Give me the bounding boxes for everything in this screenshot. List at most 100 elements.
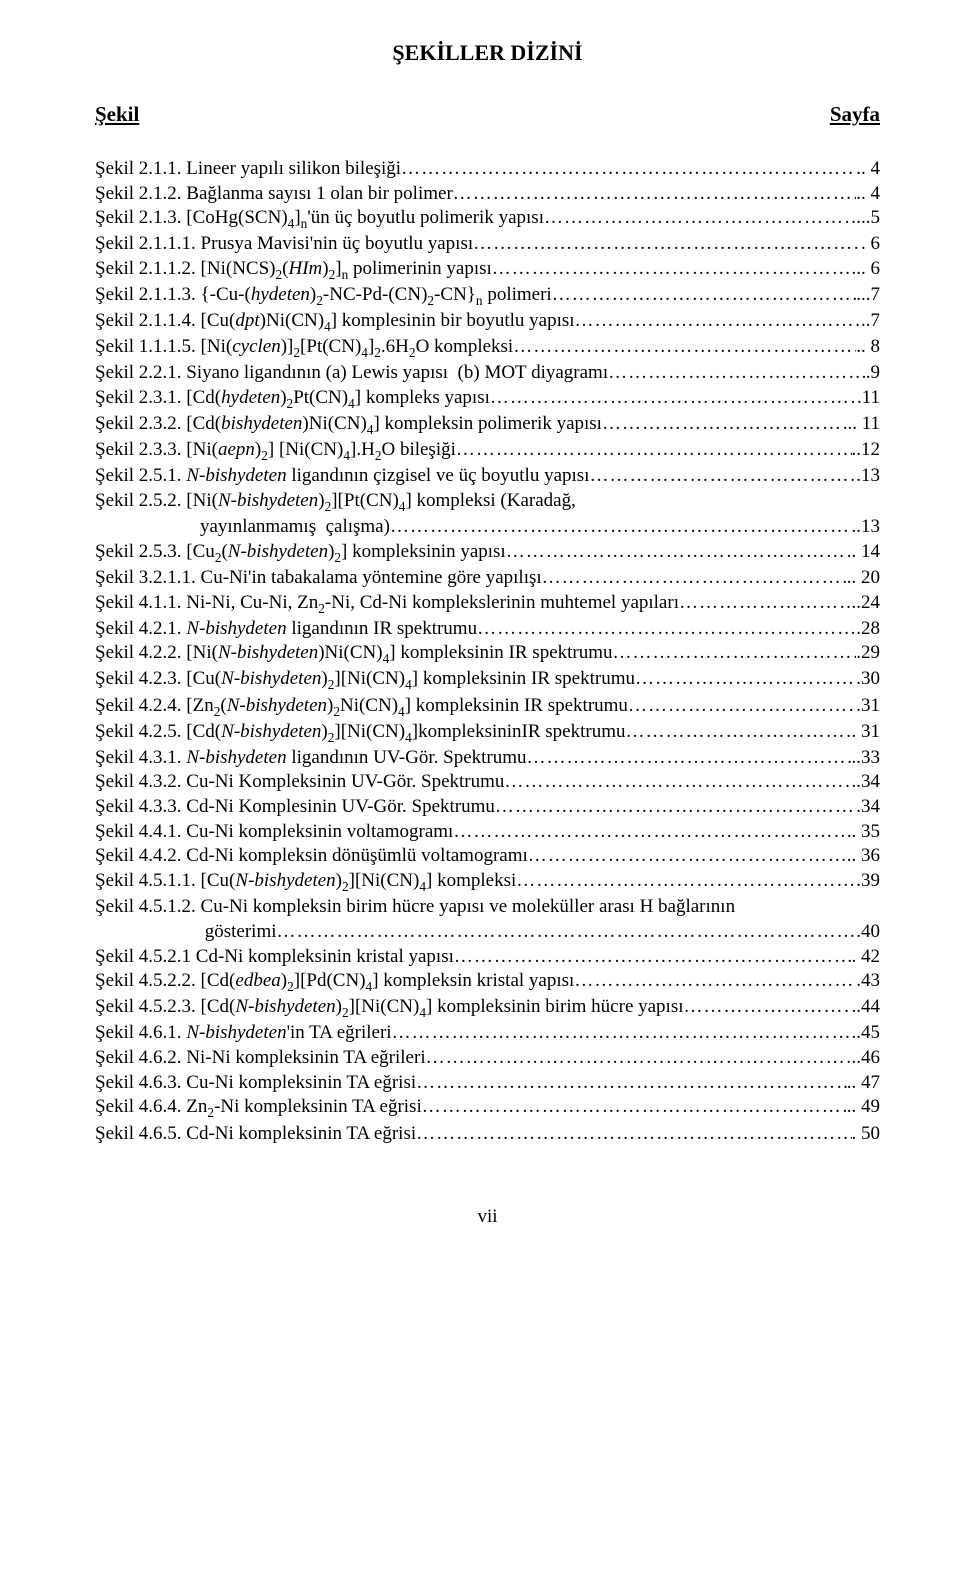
entry-page: . 50 bbox=[852, 1122, 881, 1147]
entry-page: ..24 bbox=[852, 591, 881, 616]
list-item: Şekil 4.6.2. Ni-Ni kompleksinin TA eğril… bbox=[95, 1046, 880, 1071]
entry-label: Şekil 2.1.2. Bağlanma sayısı 1 olan bir … bbox=[95, 182, 453, 207]
list-item: Şekil 4.6.4. Zn2-Ni kompleksinin TA eğri… bbox=[95, 1095, 880, 1121]
list-item: Şekil 2.5.3. [Cu2(N-bishydeten)2] komple… bbox=[95, 540, 880, 566]
entry-label: Şekil 4.3.2. Cu-Ni Kompleksinin UV-Gör. … bbox=[95, 770, 504, 795]
leader-dots bbox=[608, 361, 866, 386]
entry-page: .13 bbox=[856, 464, 880, 489]
column-header-right: Sayfa bbox=[830, 102, 880, 127]
leader-dots bbox=[456, 438, 852, 463]
list-item: Şekil 4.1.1. Ni-Ni, Cu-Ni, Zn2-Ni, Cd-Ni… bbox=[95, 591, 880, 617]
entry-label: Şekil 2.3.3. [Ni(aepn)2] [Ni(CN)4].H2O b… bbox=[95, 438, 456, 464]
page-number-footer: vii bbox=[95, 1206, 880, 1228]
entry-label: Şekil 4.5.1.1. [Cu(N-bishydeten)2][Ni(CN… bbox=[95, 869, 516, 895]
leader-dots bbox=[492, 257, 852, 282]
leader-dots bbox=[544, 206, 856, 231]
list-item: Şekil 4.5.2.3. [Cd(N-bishydeten)2][Ni(CN… bbox=[95, 995, 880, 1021]
leader-dots bbox=[416, 1071, 847, 1096]
list-item: Şekil 2.1.1.3. {-Cu-(hydeten)2-NC-Pd-(CN… bbox=[95, 283, 880, 309]
entry-label: Şekil 4.5.2.3. [Cd(N-bishydeten)2][Ni(CN… bbox=[95, 995, 684, 1021]
entry-label: Şekil 4.2.2. [Ni(N-bishydeten)Ni(CN)4] k… bbox=[95, 641, 613, 667]
entry-page: ..34 bbox=[852, 770, 881, 795]
entry-label: Şekil 2.2.1. Siyano ligandının (a) Lewis… bbox=[95, 361, 608, 386]
entry-page: .39 bbox=[856, 869, 880, 894]
entry-label: Şekil 2.1.1.1. Prusya Mavisi'nin üç boyu… bbox=[95, 232, 473, 257]
page-container: ŞEKİLLER DİZİNİ Şekil Sayfa Şekil 2.1.1.… bbox=[0, 0, 960, 1268]
column-header-left: Şekil bbox=[95, 102, 139, 127]
list-item: Şekil 2.5.2. [Ni(N-bishydeten)2][Pt(CN)4… bbox=[95, 489, 880, 515]
list-item: Şekil 2.3.1. [Cd(hydeten)2Pt(CN)4] kompl… bbox=[95, 386, 880, 412]
list-item: Şekil 2.1.1.2. [Ni(NCS)2(HIm)2]n polimer… bbox=[95, 257, 880, 283]
entry-label: Şekil 2.3.2. [Cd(bishydeten)Ni(CN)4] kom… bbox=[95, 412, 602, 438]
list-item: yayınlanmamış çalışma)..13 bbox=[95, 515, 880, 540]
entry-label: gösterimi bbox=[200, 920, 277, 945]
entry-label: Şekil 2.5.1. N-bishydeten ligandının çiz… bbox=[95, 464, 589, 489]
entry-page: ...5 bbox=[856, 206, 880, 231]
leader-dots bbox=[504, 770, 851, 795]
entry-page: .30 bbox=[856, 667, 880, 692]
list-item: Şekil 2.1.1.1. Prusya Mavisi'nin üç boyu… bbox=[95, 232, 880, 257]
entry-label: Şekil 4.6.3. Cu-Ni kompleksinin TA eğris… bbox=[95, 1071, 416, 1096]
leader-dots bbox=[528, 844, 847, 869]
entries-list: Şekil 2.1.1. Lineer yapılı silikon bileş… bbox=[95, 157, 880, 1146]
entry-label: Şekil 4.5.2.1 Cd-Ni kompleksinin kristal… bbox=[95, 945, 454, 970]
entry-label: Şekil 2.5.3. [Cu2(N-bishydeten)2] komple… bbox=[95, 540, 506, 566]
entry-label: Şekil 4.2.4. [Zn2(N-bishydeten)2Ni(CN)4]… bbox=[95, 694, 628, 720]
entry-page: .. 47 bbox=[847, 1071, 880, 1096]
entry-page: ..7 bbox=[861, 309, 880, 334]
entry-label: Şekil 4.6.2. Ni-Ni kompleksinin TA eğril… bbox=[95, 1046, 426, 1071]
entry-label: Şekil 4.3.1. N-bishydeten ligandının UV-… bbox=[95, 746, 527, 771]
column-header-row: Şekil Sayfa bbox=[95, 102, 880, 127]
entry-label: Şekil 3.2.1.1. Cu-Ni'in tabakalama yönte… bbox=[95, 566, 542, 591]
entry-label: Şekil 4.1.1. Ni-Ni, Cu-Ni, Zn2-Ni, Cd-Ni… bbox=[95, 591, 679, 617]
entry-label: Şekil 4.2.5. [Cd(N-bishydeten)2][Ni(CN)4… bbox=[95, 720, 625, 746]
entry-label: yayınlanmamış çalışma) bbox=[200, 515, 390, 540]
entry-page: .43 bbox=[856, 969, 880, 994]
leader-dots bbox=[635, 667, 856, 692]
list-item: Şekil 4.4.2. Cd-Ni kompleksin dönüşümlü … bbox=[95, 844, 880, 869]
leader-dots bbox=[506, 540, 847, 565]
leader-dots bbox=[477, 617, 856, 642]
leader-dots bbox=[684, 995, 852, 1020]
leader-dots bbox=[454, 945, 852, 970]
list-item: Şekil 4.6.3. Cu-Ni kompleksinin TA eğris… bbox=[95, 1071, 880, 1096]
entry-page: .28 bbox=[856, 617, 880, 642]
list-item: Şekil 4.3.1. N-bishydeten ligandının UV-… bbox=[95, 746, 880, 771]
entry-page: ..12 bbox=[852, 438, 881, 463]
leader-dots bbox=[426, 1046, 852, 1071]
entry-label: Şekil 4.2.1. N-bishydeten ligandının IR … bbox=[95, 617, 477, 642]
entry-page: .. 11 bbox=[847, 412, 880, 437]
leader-dots bbox=[416, 1122, 851, 1147]
entry-label: Şekil 4.3.3. Cd-Ni Komplesinin UV-Gör. S… bbox=[95, 795, 495, 820]
entry-page: ..45 bbox=[852, 1021, 881, 1046]
entry-label: Şekil 4.6.1. N-bishydeten'in TA eğrileri bbox=[95, 1021, 392, 1046]
list-item: gösterimi.40 bbox=[95, 920, 880, 945]
list-item: Şekil 2.3.3. [Ni(aepn)2] [Ni(CN)4].H2O b… bbox=[95, 438, 880, 464]
leader-dots bbox=[527, 746, 852, 771]
list-item: Şekil 1.1.1.5. [Ni(cyclen)]2[Pt(CN)4]2.6… bbox=[95, 335, 880, 361]
leader-dots bbox=[542, 566, 847, 591]
list-item: Şekil 4.2.5. [Cd(N-bishydeten)2][Ni(CN)4… bbox=[95, 720, 880, 746]
entry-label: Şekil 2.1.1.3. {-Cu-(hydeten)2-NC-Pd-(CN… bbox=[95, 283, 552, 309]
list-item: Şekil 4.2.4. [Zn2(N-bishydeten)2Ni(CN)4]… bbox=[95, 694, 880, 720]
leader-dots bbox=[602, 412, 847, 437]
entry-page: .31 bbox=[856, 694, 880, 719]
list-item: Şekil 2.1.1. Lineer yapılı silikon bileş… bbox=[95, 157, 880, 182]
leader-dots bbox=[490, 386, 857, 411]
list-item: Şekil 4.5.1.2. Cu-Ni kompleksin birim hü… bbox=[95, 895, 880, 920]
entry-label: Şekil 2.1.3. [CoHg(SCN)4]n'ün üç boyutlu… bbox=[95, 206, 544, 232]
entry-page: . 6 bbox=[861, 232, 880, 257]
list-item: Şekil 2.1.1.4. [Cu(dpt)Ni(CN)4] komplesi… bbox=[95, 309, 880, 335]
list-item: Şekil 4.5.2.1 Cd-Ni kompleksinin kristal… bbox=[95, 945, 880, 970]
list-item: Şekil 4.2.1. N-bishydeten ligandının IR … bbox=[95, 617, 880, 642]
entry-label: Şekil 4.4.2. Cd-Ni kompleksin dönüşümlü … bbox=[95, 844, 528, 869]
entry-page: . 35 bbox=[852, 820, 881, 845]
entry-label: Şekil 2.1.1. Lineer yapılı silikon bileş… bbox=[95, 157, 401, 182]
leader-dots bbox=[277, 920, 857, 945]
entry-label: Şekil 4.5.2.2. [Cd(edbea)2][Pd(CN)4] kom… bbox=[95, 969, 574, 995]
entry-page: .29 bbox=[856, 641, 880, 666]
entry-page: . 31 bbox=[852, 720, 881, 745]
entry-label: Şekil 2.1.1.2. [Ni(NCS)2(HIm)2]n polimer… bbox=[95, 257, 492, 283]
list-item: Şekil 4.5.2.2. [Cd(edbea)2][Pd(CN)4] kom… bbox=[95, 969, 880, 995]
entry-label: Şekil 2.1.1.4. [Cu(dpt)Ni(CN)4] komplesi… bbox=[95, 309, 575, 335]
